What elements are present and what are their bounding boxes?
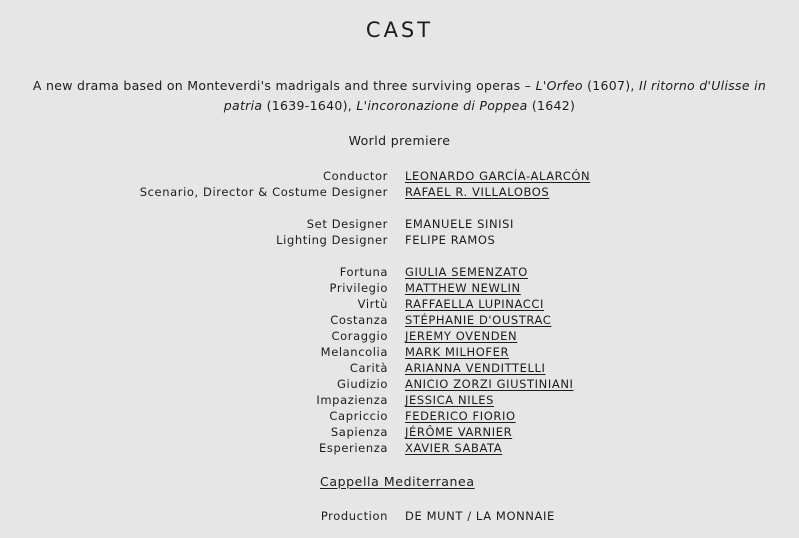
credit-role: Privilegio bbox=[329, 281, 388, 295]
credit-row: Capriccio FEDERICO FIORIO bbox=[0, 408, 799, 424]
credit-role: Sapienza bbox=[330, 425, 388, 439]
credit-role: Costanza bbox=[330, 313, 388, 327]
production-group: Production DE MUNT / LA MONNAIE bbox=[0, 508, 799, 524]
creative-team-group: Conductor LEONARDO GARCÍA-ALARCÓN Scenario… bbox=[0, 168, 799, 200]
credit-name-link[interactable]: RAFFAELLA LUPINACCI bbox=[405, 297, 544, 311]
credit-row: Fortuna GIULIA SEMENZATO bbox=[0, 264, 799, 280]
design-team-group: Set Designer EMANUELE SINISI Lighting Desi… bbox=[0, 216, 799, 248]
credit-role: Fortuna bbox=[339, 265, 388, 279]
credit-role: Impazienza bbox=[316, 393, 388, 407]
credit-name-link[interactable]: ANICIO ZORZI GIUSTINIANI bbox=[405, 377, 574, 391]
description: A new drama based on Monteverdi's madrig… bbox=[20, 76, 779, 115]
credit-row: Coraggio JEREMY OVENDEN bbox=[0, 328, 799, 344]
credit-name-link[interactable]: GIULIA SEMENZATO bbox=[405, 265, 528, 279]
credit-name: DE MUNT / LA MONNAIE bbox=[405, 509, 555, 523]
credit-role: Melancolia bbox=[320, 345, 388, 359]
description-text: (1639-1640), bbox=[262, 97, 357, 113]
credit-role: Esperienza bbox=[318, 441, 388, 455]
credit-row: Scenario, Director & Costume Designer RAF… bbox=[0, 184, 799, 200]
credit-row: Costanza STÉPHANIE D'OUSTRAC bbox=[0, 312, 799, 328]
work-title: L'Orfeo bbox=[535, 78, 583, 93]
credit-row: Virtù RAFFAELLA LUPINACCI bbox=[0, 296, 799, 312]
credit-row: Esperienza XAVIER SABATA bbox=[0, 440, 799, 456]
credit-role: Lighting Designer bbox=[276, 233, 388, 247]
page-title: CAST bbox=[365, 18, 434, 42]
credit-row: Sapienza JÉRÔME VARNIER bbox=[0, 424, 799, 440]
credit-role: Set Designer bbox=[306, 217, 388, 231]
credit-row: Impazienza JESSICA NILES bbox=[0, 392, 799, 408]
ensemble-link[interactable]: Cappella Mediterranea bbox=[320, 474, 475, 489]
credit-row: Carità ARIANNA VENDITTELLI bbox=[0, 360, 799, 376]
credit-row: Melancolia MARK MILHOFER bbox=[0, 344, 799, 360]
credit-name-link[interactable]: STÉPHANIE D'OUSTRAC bbox=[405, 313, 552, 327]
description-text: (1607), bbox=[582, 78, 639, 93]
credit-role: Giudizio bbox=[337, 377, 388, 391]
credit-name: FELIPE RAMOS bbox=[405, 233, 496, 247]
description-text: (1642) bbox=[527, 97, 576, 113]
credit-role: Virtù bbox=[357, 297, 388, 311]
premiere-note: World premiere bbox=[348, 133, 451, 148]
credit-name-link[interactable]: FEDERICO FIORIO bbox=[405, 409, 516, 423]
credit-row: Conductor LEONARDO GARCÍA-ALARCÓN bbox=[0, 168, 799, 184]
credit-name-link[interactable]: JESSICA NILES bbox=[405, 393, 494, 407]
credit-name: EMANUELE SINISI bbox=[405, 217, 515, 231]
credit-name-link[interactable]: LEONARDO GARCÍA-ALARCÓN bbox=[405, 169, 591, 183]
credit-name-link[interactable]: ARIANNA VENDITTELLI bbox=[405, 361, 546, 375]
credit-role: Capriccio bbox=[329, 409, 388, 423]
credit-role: Conductor bbox=[323, 169, 388, 183]
description-text: A new drama based on Monteverdi's madrig… bbox=[32, 78, 536, 93]
credit-role: Coraggio bbox=[331, 329, 388, 343]
credit-row: Lighting Designer FELIPE RAMOS bbox=[0, 232, 799, 248]
cast-group: Fortuna GIULIA SEMENZATO Privilegio MATTHEW… bbox=[0, 264, 799, 456]
credit-name-link[interactable]: RAFAEL R. VILLALOBOS bbox=[405, 185, 550, 199]
credit-row: Privilegio MATTHEW NEWLIN bbox=[0, 280, 799, 296]
credit-name-link[interactable]: JÉRÔME VARNIER bbox=[405, 425, 513, 439]
work-title: L'incoronazione di Poppea bbox=[356, 97, 528, 113]
credit-name-link[interactable]: JEREMY OVENDEN bbox=[405, 329, 518, 343]
credit-name-link[interactable]: XAVIER SABATA bbox=[405, 441, 503, 455]
credit-name-link[interactable]: MARK MILHOFER bbox=[405, 345, 510, 359]
credit-role: Production bbox=[320, 509, 388, 523]
credit-row: Giudizio ANICIO ZORZI GIUSTINIANI bbox=[0, 376, 799, 392]
credit-row: Production DE MUNT / LA MONNAIE bbox=[0, 508, 799, 524]
work-title: Il ritorno d'Ulisse in patria bbox=[223, 78, 767, 113]
credit-role: Carità bbox=[349, 361, 388, 375]
credit-row: Set Designer EMANUELE SINISI bbox=[0, 216, 799, 232]
credit-role: Scenario, Director & Costume Designer bbox=[139, 185, 388, 199]
credit-name-link[interactable]: MATTHEW NEWLIN bbox=[405, 281, 521, 295]
